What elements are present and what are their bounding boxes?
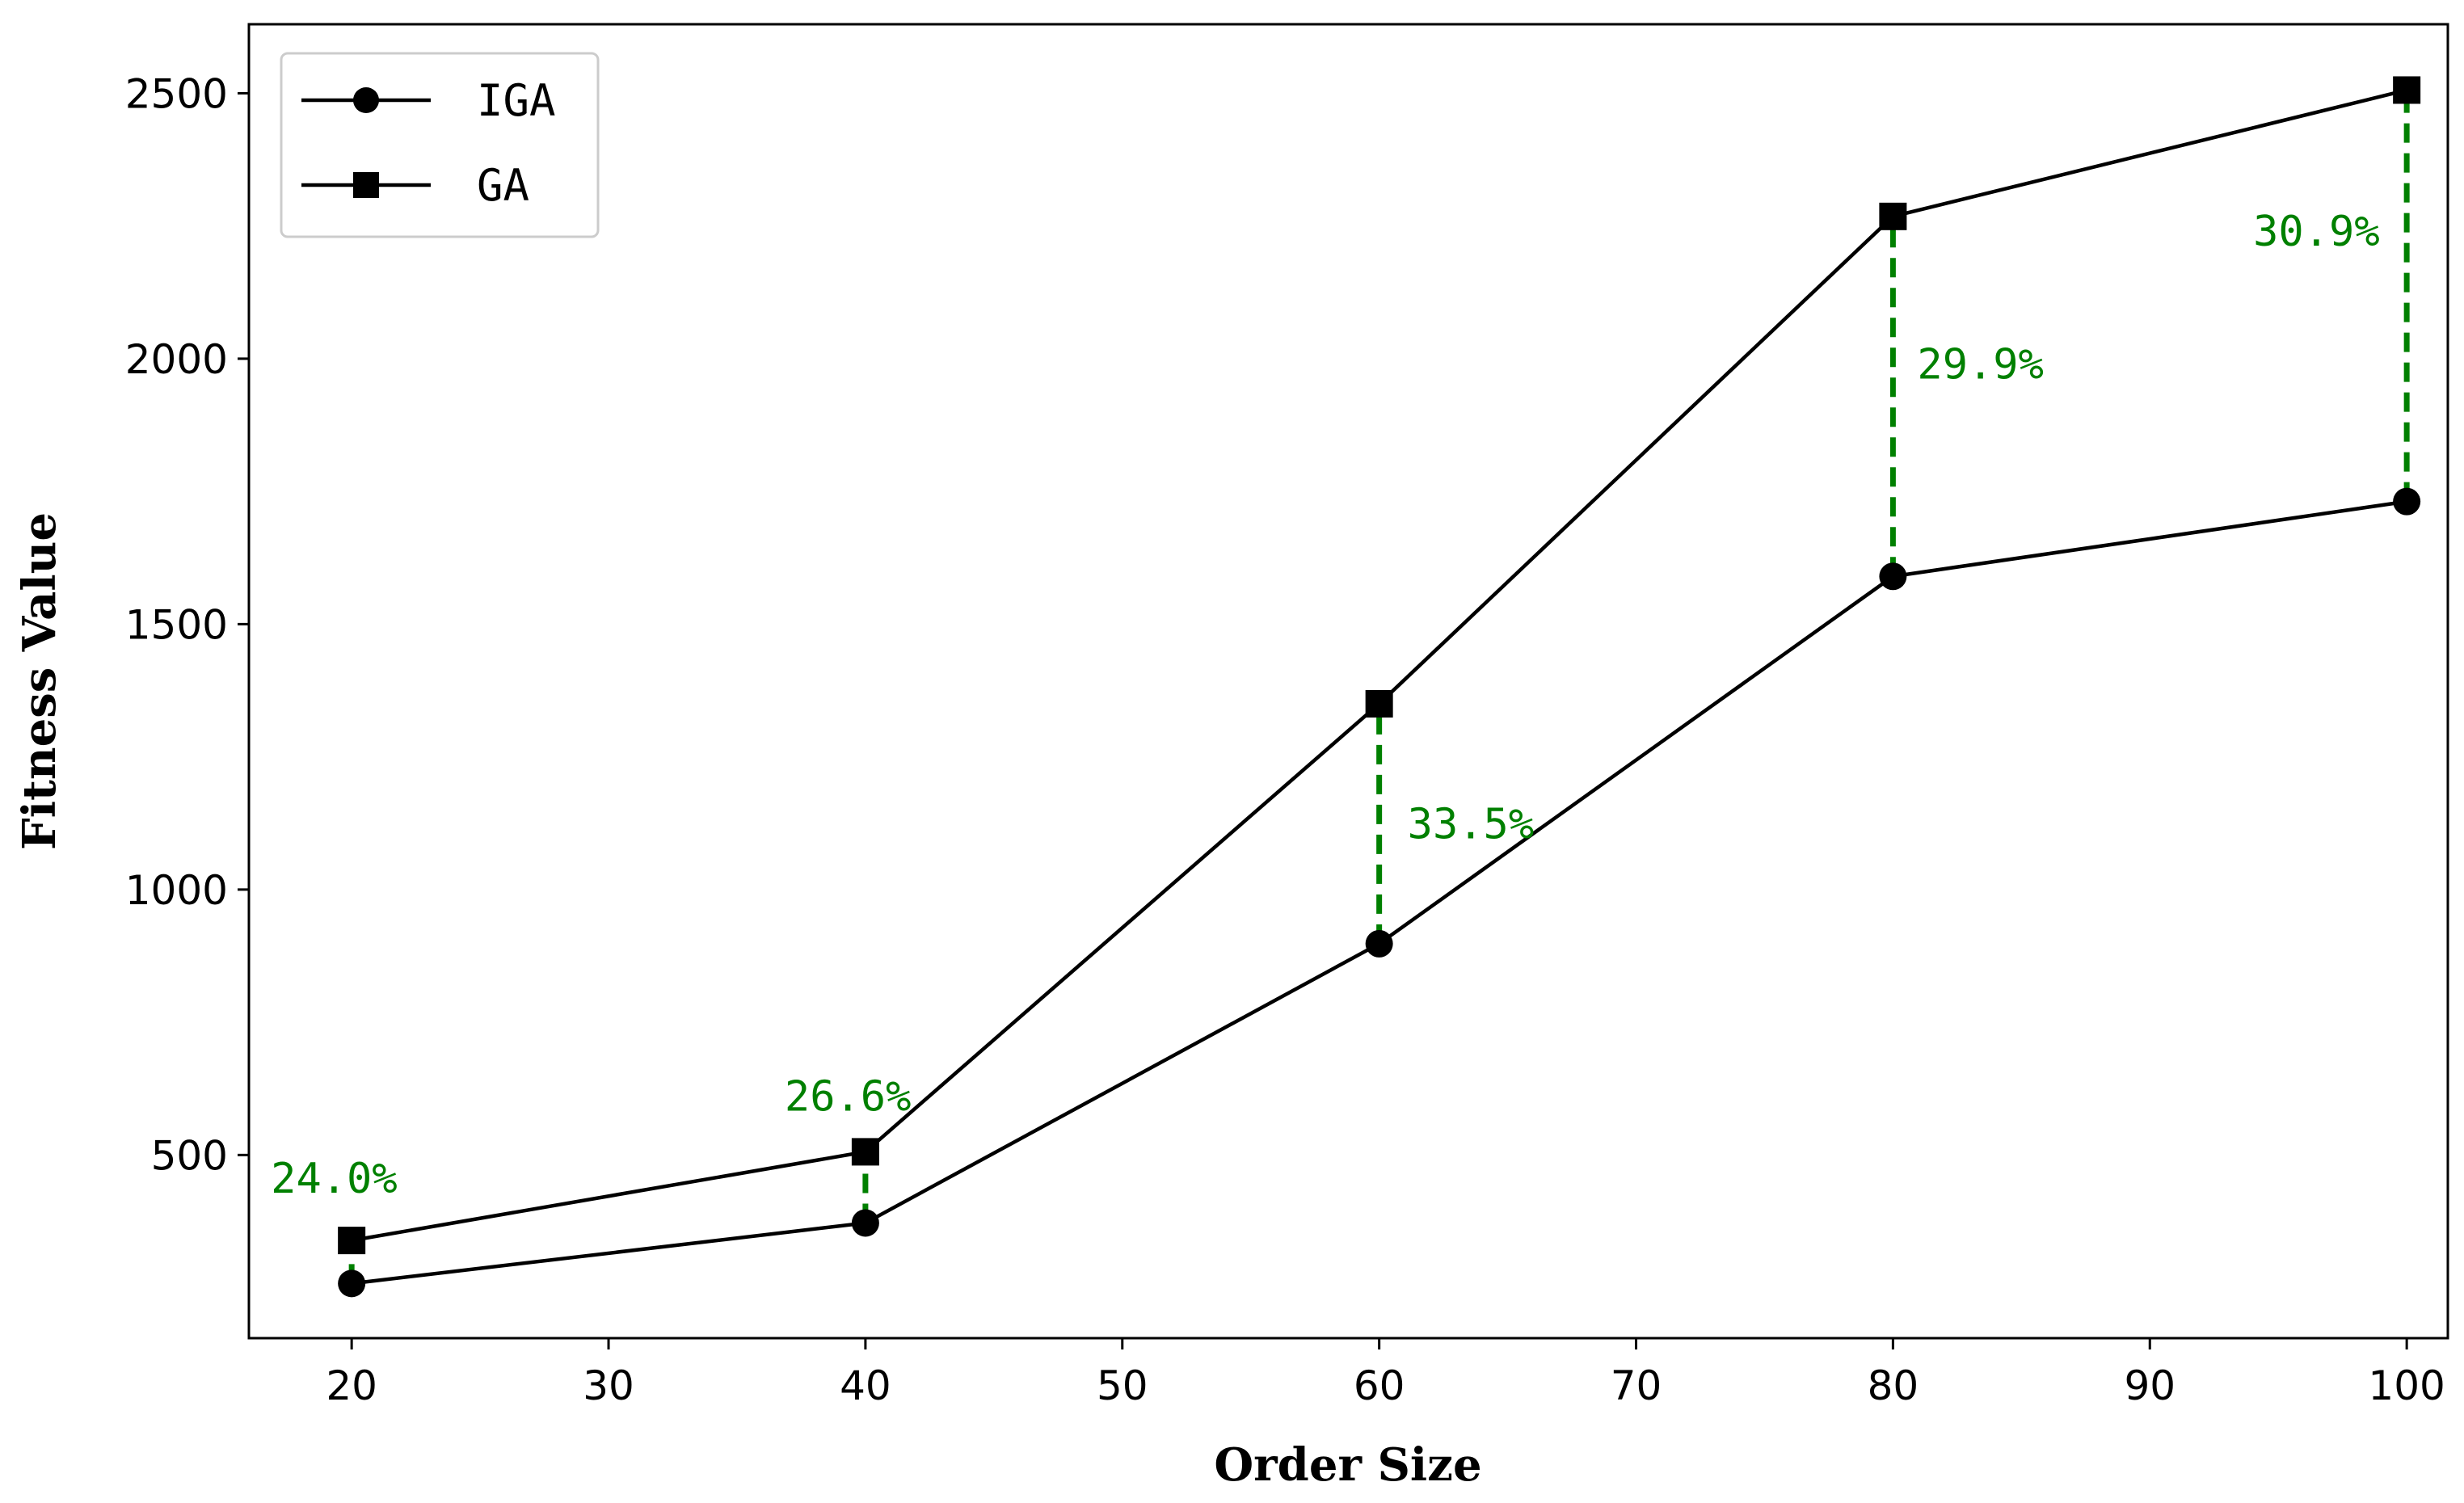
x-tick-label: 70 bbox=[1611, 1362, 1662, 1409]
legend-marker-ga bbox=[353, 172, 379, 198]
x-axis-title: Order Size bbox=[1214, 1438, 1481, 1492]
legend-label-iga: IGA bbox=[477, 75, 556, 126]
data-point-ga bbox=[1365, 689, 1393, 718]
legend-label-ga: GA bbox=[477, 160, 529, 211]
y-tick-label: 500 bbox=[151, 1132, 228, 1179]
legend: IGA GA bbox=[280, 52, 600, 238]
plot-area bbox=[247, 23, 2449, 1340]
x-tick-label: 80 bbox=[1868, 1362, 1919, 1409]
gap-annotation-label: 30.9% bbox=[2253, 208, 2380, 256]
data-point-iga bbox=[338, 1269, 366, 1298]
data-point-ga bbox=[338, 1227, 366, 1255]
y-tick-label: 1500 bbox=[125, 601, 228, 648]
y-tick-label: 1000 bbox=[125, 867, 228, 914]
gap-annotation-label: 33.5% bbox=[1408, 800, 1535, 848]
y-tick-label: 2500 bbox=[125, 70, 228, 117]
x-tick-label: 60 bbox=[1354, 1362, 1405, 1409]
x-tick-label: 50 bbox=[1097, 1362, 1148, 1409]
data-point-ga bbox=[2393, 76, 2421, 104]
y-tick-label: 2000 bbox=[125, 336, 228, 383]
x-tick-label: 30 bbox=[583, 1362, 634, 1409]
data-point-iga bbox=[1365, 929, 1393, 958]
gap-annotation-label: 24.0% bbox=[271, 1155, 398, 1203]
series-markers bbox=[338, 76, 2421, 1298]
legend-marker-iga bbox=[353, 87, 379, 113]
x-tick-label: 90 bbox=[2124, 1362, 2175, 1409]
data-point-iga bbox=[851, 1209, 879, 1237]
data-point-ga bbox=[1879, 202, 1907, 230]
gap-annotations: 24.0% 26.6% 33.5% 29.9% 30.9% bbox=[271, 208, 2380, 1203]
x-tick-label: 40 bbox=[840, 1362, 891, 1409]
x-tick-label: 20 bbox=[326, 1362, 377, 1409]
y-axis-ticks: 500 1000 1500 2000 2500 bbox=[125, 70, 249, 1179]
gap-annotation-label: 26.6% bbox=[785, 1072, 912, 1121]
data-point-iga bbox=[2393, 487, 2421, 516]
x-tick-label: 100 bbox=[2368, 1362, 2445, 1409]
y-axis-title: Fitness Value bbox=[13, 512, 66, 850]
gap-annotation-label: 29.9% bbox=[1917, 341, 2044, 389]
x-axis-ticks: 20 30 40 50 60 70 80 90 100 bbox=[326, 1338, 2445, 1409]
data-point-ga bbox=[851, 1138, 879, 1166]
data-point-iga bbox=[1879, 562, 1907, 591]
